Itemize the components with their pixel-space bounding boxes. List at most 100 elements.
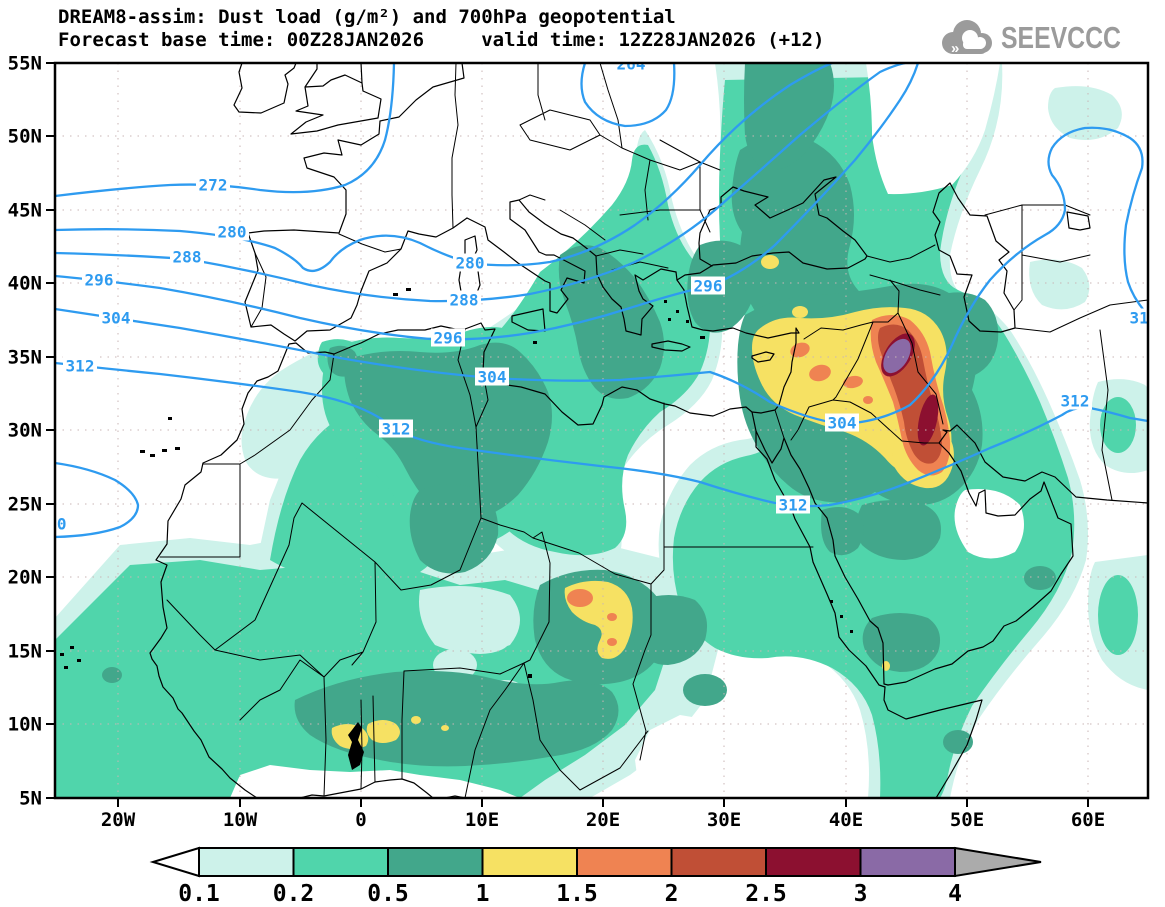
contour-label: 304 — [478, 368, 507, 387]
contour-label-box — [431, 328, 465, 347]
colorbar-over-arrow — [954, 846, 1042, 878]
contour-label-box — [475, 367, 509, 386]
contour-label: 312 — [382, 420, 411, 439]
lat-tick-label: 5N — [19, 788, 42, 810]
colorbar-label: 0.1 — [178, 881, 220, 907]
contour-264 — [580, 63, 676, 128]
chart-title: DREAM8-assim: Dust load (g/m²) and 700hP… — [58, 6, 676, 28]
contour-label-box — [453, 253, 487, 272]
colorbar-label: 3 — [854, 881, 868, 907]
contour-label-layer: 272 280 280 264 288 288 296 296 296 304 304 304 312 3… — [38, 55, 1159, 534]
contour-272 — [55, 63, 396, 198]
cloud-logo-icon: » — [942, 20, 993, 57]
lon-tick-label: 20E — [586, 809, 620, 831]
country-borders — [159, 63, 1148, 798]
contour-label-box — [691, 276, 725, 295]
contour-label: 312 — [1061, 392, 1090, 411]
contour-label: 280 — [218, 223, 247, 242]
contour-label-box — [215, 222, 249, 241]
chart-subtitle: Forecast base time: 00Z28JAN2026 valid t… — [58, 29, 825, 51]
lon-tick-label: 10W — [223, 809, 258, 831]
colorbar-segment — [481, 847, 578, 877]
lat-tick-label: 15N — [8, 641, 42, 663]
colorbar-segment — [387, 847, 484, 877]
contour-296 — [55, 63, 920, 341]
lat-tick-label: 30N — [8, 420, 42, 442]
contour-288 — [55, 63, 907, 303]
colorbar-segment — [292, 847, 389, 877]
contour-label-box — [170, 247, 204, 266]
contour-label-box — [1127, 308, 1148, 327]
lat-tick-label: 45N — [8, 200, 42, 222]
lon-tick-label: 20W — [101, 809, 136, 831]
lon-tick-label: 0 — [355, 809, 366, 831]
contour-label-box — [447, 290, 481, 309]
lat-tick-label: 40N — [8, 273, 42, 295]
colorbar-label: 0.2 — [273, 881, 315, 907]
islands — [60, 288, 853, 770]
contour-label-box — [63, 356, 97, 375]
contour-label: 304 — [102, 309, 131, 328]
colorbar-label: 2.5 — [745, 881, 787, 907]
lon-tick-label: 50E — [950, 809, 984, 831]
colorbar-label: 1 — [476, 881, 490, 907]
map-layers: 272 280 280 264 288 288 296 296 296 304 304 304 312 3… — [38, 55, 1159, 798]
contour-label: 304 — [828, 414, 857, 433]
coastlines — [149, 63, 1148, 798]
geopotential-contours — [55, 63, 1148, 539]
contour-label: 264 — [617, 55, 646, 74]
dust-level-3 — [883, 338, 911, 374]
contour-label-box — [776, 495, 810, 514]
lon-tick-label: 30E — [707, 809, 741, 831]
latitude-axis: 55N 50N 45N 40N 35N 30N 25N 20N 15N 10N 5N — [8, 53, 55, 810]
colorbar-under-arrow — [149, 846, 200, 878]
lat-tick-label: 50N — [8, 126, 42, 148]
contour-label: 312 — [1130, 309, 1159, 328]
lon-tick-label: 10E — [465, 809, 499, 831]
contour-label: 312 — [66, 357, 95, 376]
lat-tick-label: 55N — [8, 53, 42, 75]
contour-label: 280 — [456, 254, 485, 273]
colorbar-segment — [765, 847, 862, 877]
contour-label: 272 — [199, 176, 228, 195]
colorbar-segment — [198, 847, 295, 877]
contour-304 — [55, 126, 1148, 426]
dust-load-colorbar: 0.1 0.2 0.5 1 1.5 2 2.5 3 4 — [149, 846, 1042, 907]
contour-label-box — [196, 175, 230, 194]
contour-label-box — [614, 63, 648, 73]
lon-tick-label: 40E — [829, 809, 863, 831]
contour-label-box — [55, 514, 69, 533]
contour-label: 288 — [173, 248, 202, 267]
contour-312 — [55, 361, 1148, 508]
contour-label-box — [1058, 391, 1092, 410]
contour-label: 296 — [434, 329, 463, 348]
contour-label-box — [379, 419, 413, 438]
contour-label-box — [825, 413, 859, 432]
contour-label: 296 — [694, 277, 723, 296]
colorbar-segment — [859, 847, 956, 877]
colorbar-label: 4 — [948, 881, 962, 907]
colorbar-segment — [576, 847, 673, 877]
contour-label: 320 — [38, 515, 67, 534]
colorbar-label: 1.5 — [556, 881, 598, 907]
lat-tick-label: 10N — [8, 714, 42, 736]
contour-label-box — [99, 308, 133, 327]
contour-320 — [55, 461, 140, 539]
contour-label-box — [82, 270, 116, 289]
longitude-axis: 20W 10W 0 10E 20E 30E 40E 50E 60E — [101, 798, 1105, 831]
logo-text: SEEVCCC — [1001, 20, 1122, 55]
contour-label: 296 — [85, 271, 114, 290]
colorbar-label: 2 — [665, 881, 679, 907]
seevccc-logo: » SEEVCCC — [935, 16, 1151, 60]
contour-280 — [55, 63, 834, 273]
lat-tick-label: 35N — [8, 347, 42, 369]
lat-tick-label: 20N — [8, 567, 42, 589]
colorbar-label: 0.5 — [367, 881, 409, 907]
lat-tick-label: 25N — [8, 494, 42, 516]
contour-label: 288 — [450, 291, 479, 310]
lon-tick-label: 60E — [1071, 809, 1105, 831]
svg-text:»: » — [951, 40, 959, 57]
contour-label: 312 — [779, 496, 808, 515]
